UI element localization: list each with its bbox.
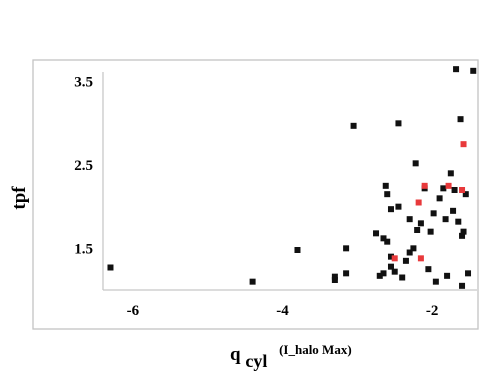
x-tick-label: -2 xyxy=(426,303,439,319)
data-point xyxy=(382,182,389,189)
data-point xyxy=(465,270,472,277)
data-point xyxy=(427,228,434,235)
data-point xyxy=(391,255,398,262)
data-point xyxy=(459,282,466,289)
data-point xyxy=(343,245,350,252)
data-point xyxy=(444,272,451,279)
data-point xyxy=(331,273,338,280)
data-point xyxy=(380,235,387,242)
data-point xyxy=(399,274,406,281)
data-point xyxy=(373,230,380,237)
data-point xyxy=(442,216,449,223)
data-point xyxy=(414,227,421,233)
data-point xyxy=(460,228,467,235)
data-point xyxy=(417,255,424,262)
data-point xyxy=(432,278,439,285)
data-point xyxy=(457,116,464,123)
data-point xyxy=(453,66,460,73)
data-point xyxy=(459,187,466,193)
x-axis-title-subscript: cyl xyxy=(245,351,267,371)
data-points xyxy=(107,66,477,289)
data-point xyxy=(415,199,422,206)
data-point xyxy=(425,266,432,273)
data-point xyxy=(387,206,394,213)
data-point xyxy=(249,278,256,285)
data-point xyxy=(107,264,114,271)
data-point xyxy=(462,191,469,198)
data-point xyxy=(402,257,409,264)
data-point xyxy=(395,120,402,127)
y-tick-label: 2.5 xyxy=(74,158,93,174)
data-point xyxy=(350,122,357,129)
data-point xyxy=(406,249,413,256)
data-point xyxy=(455,218,462,225)
plot-frame xyxy=(32,59,479,330)
data-point xyxy=(447,170,454,177)
data-point xyxy=(440,185,447,192)
data-point xyxy=(384,191,391,198)
data-point xyxy=(331,277,338,283)
data-point xyxy=(410,245,417,252)
data-point xyxy=(436,195,443,202)
data-point xyxy=(450,207,457,214)
x-tick-label: -6 xyxy=(127,303,140,319)
data-point xyxy=(417,220,424,227)
y-tick-label: 3.5 xyxy=(74,75,93,91)
data-point xyxy=(459,232,466,239)
data-point xyxy=(421,182,428,189)
data-point xyxy=(395,203,402,210)
x-axis-title-superscript: (I_halo Max) xyxy=(279,342,352,357)
data-point xyxy=(391,268,398,275)
data-point xyxy=(387,263,394,270)
y-axis-title: tpf xyxy=(9,186,30,210)
data-point xyxy=(384,238,391,245)
x-axis-title: q cyl (I_halo Max) xyxy=(230,342,352,372)
data-point xyxy=(380,270,387,277)
axis-ticks: -6 -4 -2 1.5 2.5 3.5 xyxy=(74,75,438,319)
data-point xyxy=(470,67,477,74)
data-point xyxy=(412,160,419,167)
data-point xyxy=(387,253,394,260)
data-point xyxy=(445,182,452,189)
data-point xyxy=(376,272,383,279)
data-point xyxy=(343,270,350,277)
data-point xyxy=(430,210,437,217)
y-tick-label: 1.5 xyxy=(74,241,93,257)
x-axis-title-main: q xyxy=(230,344,241,365)
data-point xyxy=(294,247,301,253)
data-point xyxy=(451,187,458,193)
x-tick-label: -4 xyxy=(276,303,289,319)
data-point xyxy=(460,141,467,148)
data-point xyxy=(406,216,413,223)
